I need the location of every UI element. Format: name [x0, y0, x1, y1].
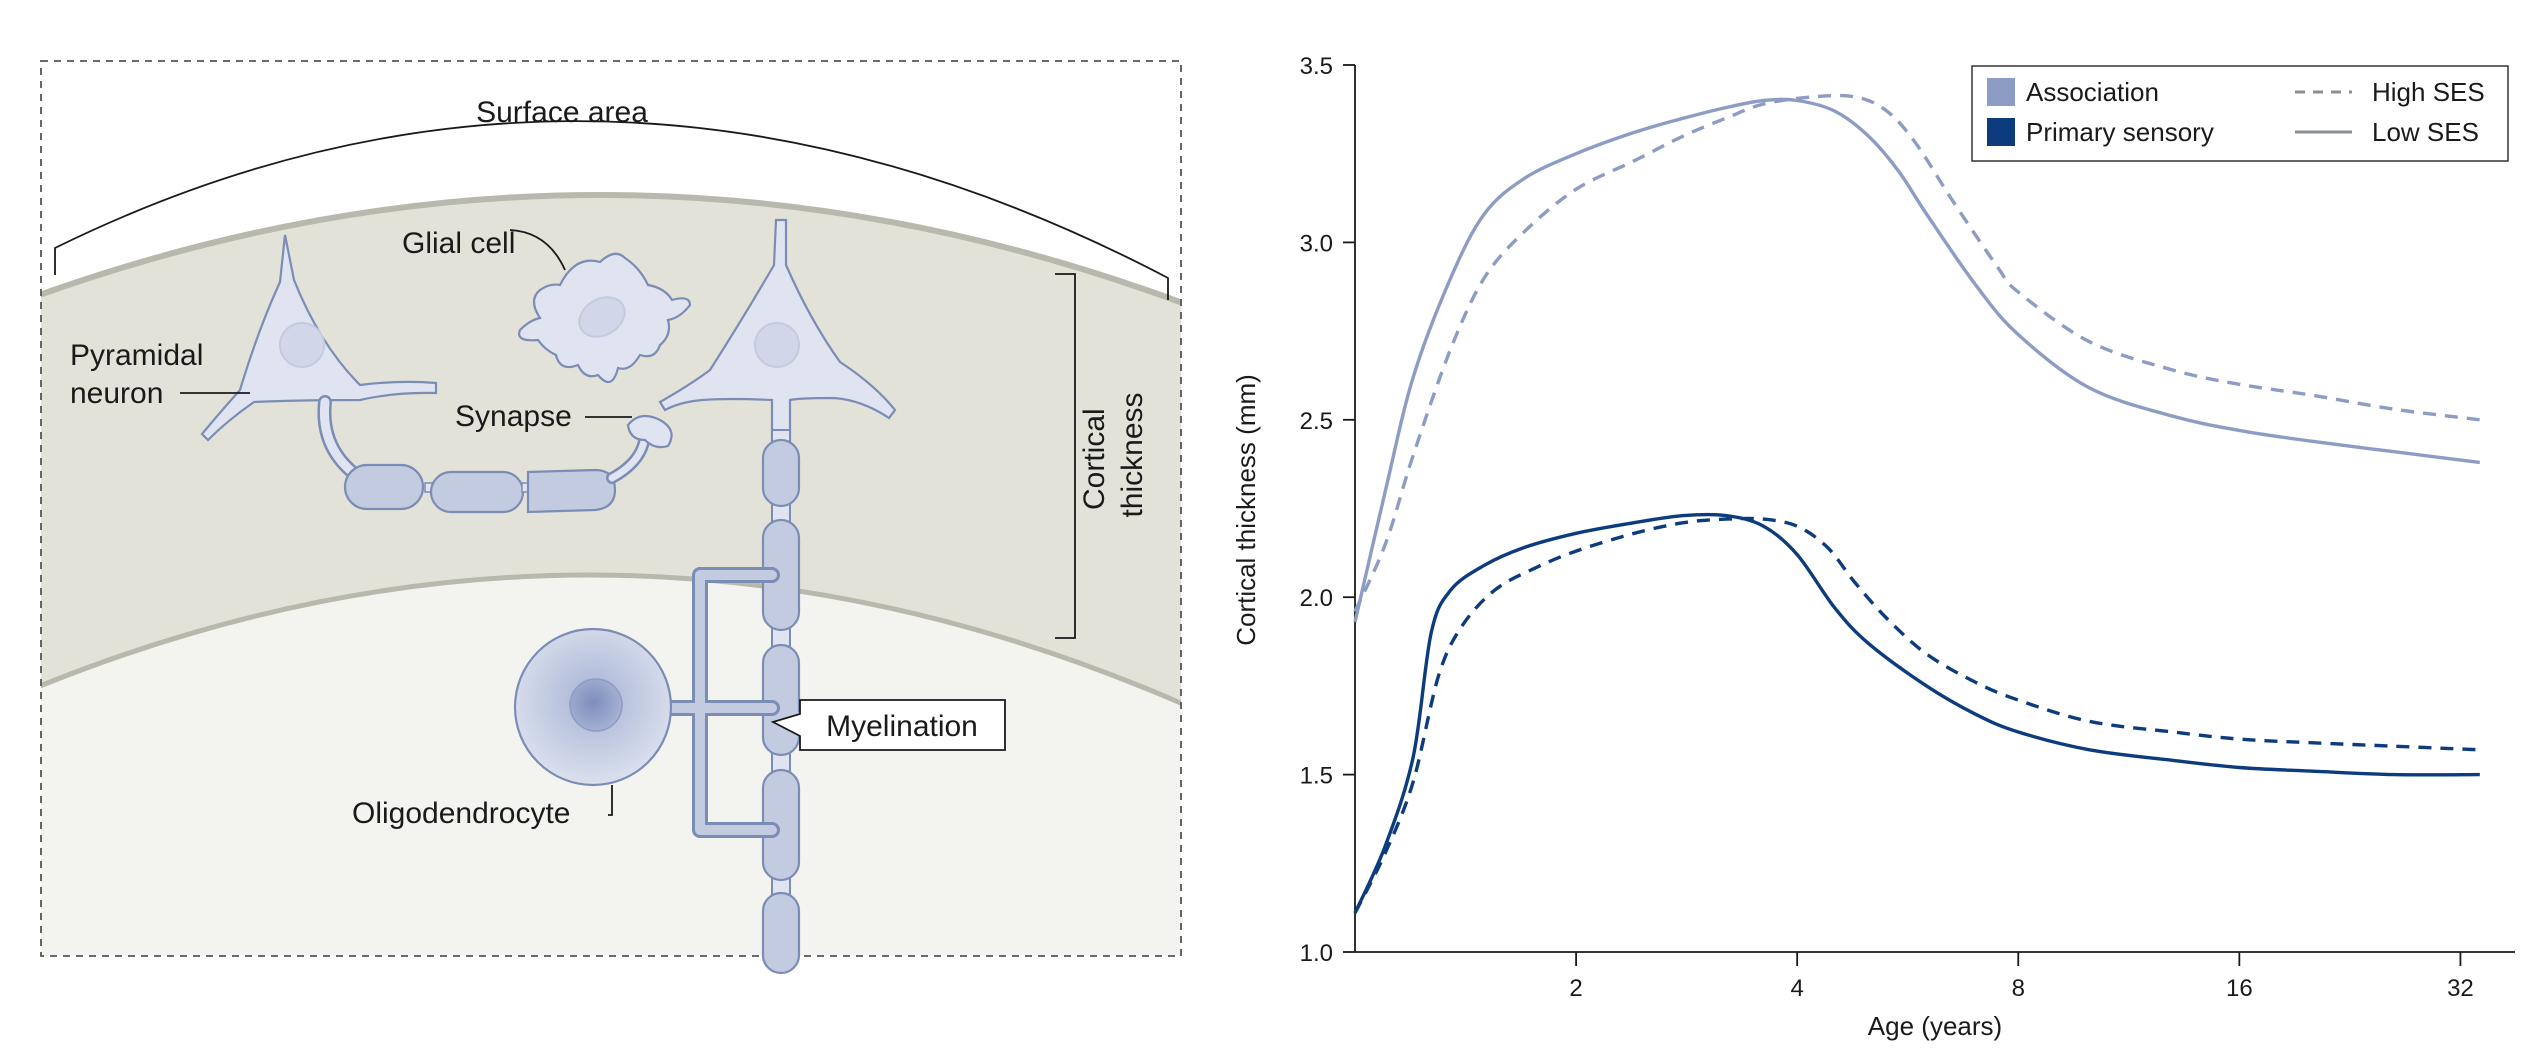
label-glial-cell: Glial cell — [402, 227, 515, 260]
myelination-callout: Myelination — [770, 699, 1006, 751]
oligodendrocyte-nucleus — [569, 678, 623, 732]
y-tick-label: 2.5 — [1300, 408, 1333, 435]
glial-cell-leader — [509, 229, 566, 271]
label-oligodendrocyte: Oligodendrocyte — [352, 797, 570, 830]
myelin-segment — [761, 891, 801, 975]
series-line-association-high-ses — [1353, 93, 2481, 613]
label-surface-area: Surface area — [476, 96, 648, 129]
label-cortical-line2: thickness — [1116, 392, 1149, 517]
legend-swatch-primary-sensory — [1987, 118, 2015, 146]
label-pyramidal-neuron: Pyramidal neuron — [70, 339, 212, 410]
oligodendrocyte — [513, 627, 673, 787]
myelin-segment — [761, 438, 801, 508]
x-tick-label: 4 — [1790, 975, 1803, 1002]
pial-surface — [41, 192, 1181, 306]
cortical-thickness-chart: 1.0 1.5 2.0 2.5 3.0 3.5 2 4 8 16 32 Age (years) C… — [1231, 53, 2515, 1041]
legend-box — [1971, 65, 2509, 162]
label-pyramidal-line2: neuron — [70, 377, 163, 410]
y-axis-label: Cortical thickness (mm) — [1231, 374, 1261, 646]
legend-label-low-ses: Low SES — [2372, 117, 2479, 147]
series-line-primary-sensory-low-ses — [1353, 512, 2480, 914]
legend: Association Primary sensory High SES Low… — [1971, 65, 2509, 162]
y-tick-label: 1.0 — [1300, 940, 1333, 967]
label-cortical-line1: Cortical — [1078, 408, 1111, 510]
y-tick-label: 2.0 — [1300, 585, 1333, 612]
label-cortical-thickness: Cortical thickness — [1078, 392, 1149, 517]
neuron-nucleus — [279, 322, 325, 368]
label-pyramidal-line1: Pyramidal — [70, 339, 203, 372]
neuron-nucleus — [754, 322, 800, 368]
x-ticks: 2 4 8 16 32 — [1569, 952, 2474, 1002]
cortical-thickness-bracket — [1055, 273, 1076, 639]
cortex-diagram: Surface area Cortical thickness — [40, 60, 1182, 975]
surface-area-bracket — [54, 120, 1169, 300]
series-layer — [1353, 93, 2481, 914]
myelin-segment — [429, 470, 525, 514]
glial-cell — [518, 252, 692, 384]
y-tick-label: 3.0 — [1300, 230, 1333, 257]
gray-white-boundary — [41, 572, 1181, 707]
x-tick-label: 8 — [2012, 975, 2025, 1002]
synapse-terminal — [626, 414, 673, 449]
series-line-association-low-ses — [1353, 97, 2481, 623]
x-tick-label: 32 — [2447, 975, 2474, 1002]
oligodendrocyte-leader — [608, 785, 613, 816]
oligodendrocyte-processes — [642, 567, 780, 838]
x-tick-label: 2 — [1569, 975, 1582, 1002]
y-tick-label: 1.5 — [1300, 763, 1333, 790]
label-synapse: Synapse — [455, 400, 572, 433]
myelination-box — [770, 699, 1006, 751]
x-tick-label: 16 — [2226, 975, 2253, 1002]
pyramidal-neuron-left — [200, 234, 673, 514]
y-ticks: 1.0 1.5 2.0 2.5 3.0 3.5 — [1300, 53, 1355, 967]
legend-swatch-association — [1987, 78, 2015, 106]
label-myelination: Myelination — [826, 710, 978, 743]
series-line-primary-sensory-high-ses — [1353, 516, 2480, 914]
legend-label-association: Association — [2026, 77, 2159, 107]
legend-label-primary-sensory: Primary sensory — [2026, 117, 2214, 147]
x-axis-label: Age (years) — [1868, 1011, 2002, 1041]
myelin-segment — [343, 463, 425, 511]
myelin-segment — [526, 468, 617, 514]
y-tick-label: 3.5 — [1300, 53, 1333, 80]
legend-label-high-ses: High SES — [2372, 77, 2485, 107]
diagram-frame — [40, 60, 1182, 957]
